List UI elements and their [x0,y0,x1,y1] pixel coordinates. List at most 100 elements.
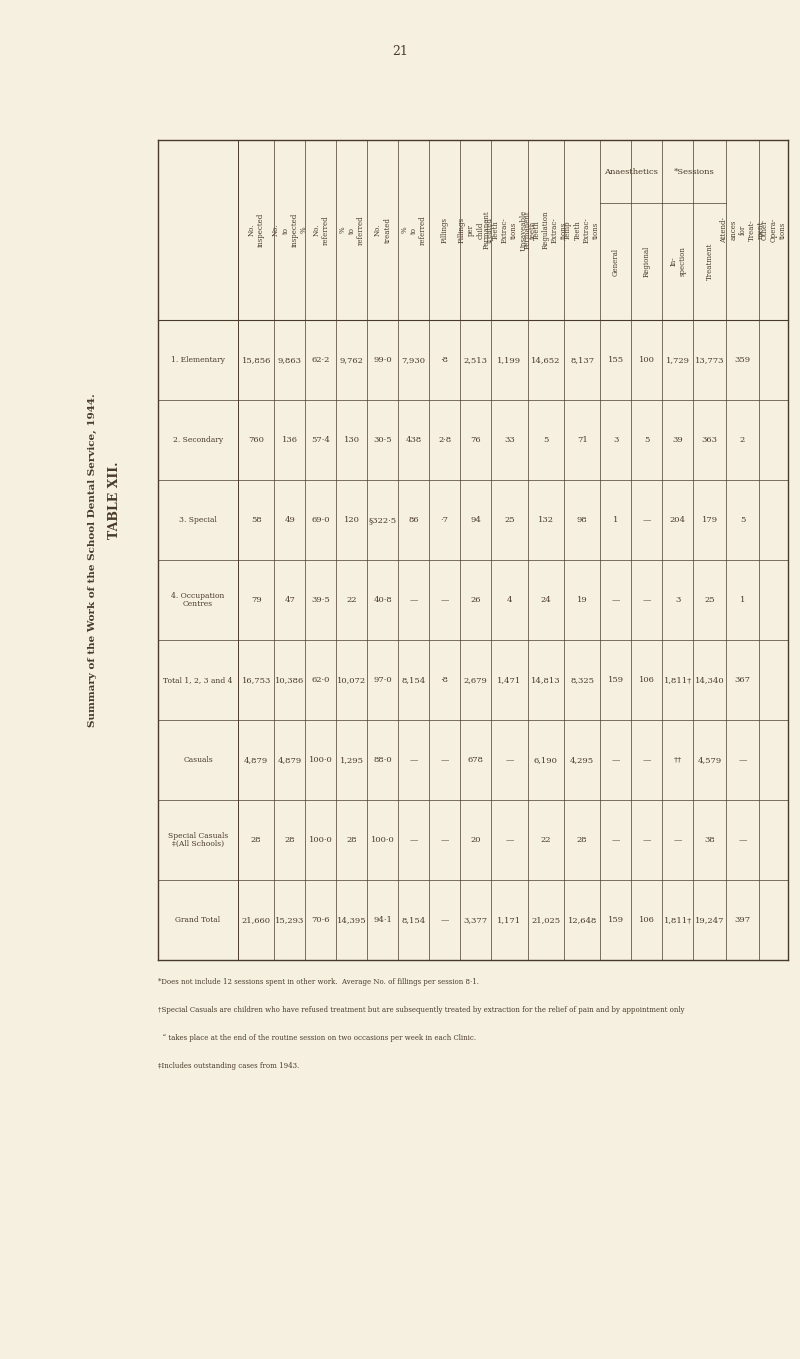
Text: 5: 5 [543,436,549,444]
Text: 100·0: 100·0 [371,836,394,844]
Text: 1,471: 1,471 [498,675,522,684]
Text: %
to
referred: % to referred [401,215,427,245]
Text: ·8: ·8 [441,675,449,684]
Text: 10,386: 10,386 [275,675,305,684]
Text: 57·4: 57·4 [311,436,330,444]
Text: 14,340: 14,340 [695,675,725,684]
Text: 33: 33 [504,436,514,444]
Text: 28: 28 [285,836,295,844]
Text: 69·0: 69·0 [312,516,330,525]
Text: 1,729: 1,729 [666,356,690,364]
Text: 4,879: 4,879 [278,756,302,764]
Text: 16,753: 16,753 [242,675,271,684]
Text: 94·1: 94·1 [374,916,392,924]
Text: 9,762: 9,762 [340,356,364,364]
Text: 4. Occupation
Centres: 4. Occupation Centres [171,591,225,609]
Text: 14,652: 14,652 [531,356,561,364]
Text: —: — [612,597,620,603]
Text: 25: 25 [504,516,514,525]
Text: 363: 363 [702,436,718,444]
Text: 159: 159 [608,916,624,924]
Text: 88·0: 88·0 [374,756,392,764]
Text: —: — [441,597,449,603]
Text: 71: 71 [577,436,587,444]
Text: 79: 79 [251,597,262,603]
Text: 106: 106 [639,916,654,924]
Text: 1,295: 1,295 [340,756,364,764]
Text: 76: 76 [470,436,481,444]
Text: 21,660: 21,660 [242,916,270,924]
Text: 99·0: 99·0 [374,356,392,364]
Text: 3: 3 [675,597,681,603]
Text: 7,930: 7,930 [402,356,426,364]
Text: —: — [642,836,651,844]
Text: 100·0: 100·0 [309,836,333,844]
Text: Anaesthetics: Anaesthetics [605,167,658,175]
Text: 1,811†: 1,811† [664,675,692,684]
Text: Attend-
ances
for
Treat-
ment: Attend- ances for Treat- ment [720,217,765,243]
Text: 4: 4 [506,597,512,603]
Text: —: — [505,836,514,844]
Text: 8,154: 8,154 [402,675,426,684]
Text: Regional: Regional [643,246,651,277]
Text: 47: 47 [285,597,295,603]
Text: —: — [410,597,418,603]
Text: 13,773: 13,773 [695,356,725,364]
Text: ·8: ·8 [441,356,449,364]
Text: 62·2: 62·2 [312,356,330,364]
Text: 3. Special: 3. Special [179,516,217,525]
Text: 4,879: 4,879 [244,756,268,764]
Text: 100: 100 [639,356,654,364]
Text: Grand Total: Grand Total [175,916,221,924]
Text: 24: 24 [541,597,551,603]
Text: 159: 159 [608,675,624,684]
Text: Permanent
Teeth
Extrac-
tions
Unsaveable
teeth: Permanent Teeth Extrac- tions Unsaveable… [482,209,536,250]
Text: 155: 155 [608,356,624,364]
Text: —: — [642,597,651,603]
Text: %
to
referred: % to referred [338,215,365,245]
Text: 760: 760 [248,436,264,444]
Text: 40·8: 40·8 [374,597,392,603]
Text: 21,025: 21,025 [531,916,560,924]
Text: 1: 1 [740,597,745,603]
Text: 30·5: 30·5 [374,436,392,444]
Text: 62·0: 62·0 [312,675,330,684]
Text: 19,247: 19,247 [695,916,725,924]
Text: Temp
Teeth
Extrac-
tions: Temp Teeth Extrac- tions [565,217,600,243]
Text: 6,190: 6,190 [534,756,558,764]
Text: Other
Opera-
tions: Other Opera- tions [760,217,786,242]
Text: General: General [612,247,620,276]
Text: 1. Elementary: 1. Elementary [171,356,225,364]
Text: 438: 438 [406,436,422,444]
Text: 21: 21 [392,45,408,58]
Text: —: — [674,836,682,844]
Text: 86: 86 [409,516,419,525]
Text: 179: 179 [702,516,718,525]
Text: 2,679: 2,679 [464,675,488,684]
Text: Treatment: Treatment [706,243,714,280]
Text: 3,377: 3,377 [464,916,488,924]
Text: 8,325: 8,325 [570,675,594,684]
Text: No.
referred: No. referred [312,215,330,245]
Text: Special Casuals
‡(All Schools): Special Casuals ‡(All Schools) [168,832,228,848]
Text: —: — [612,836,620,844]
Text: 14,395: 14,395 [337,916,366,924]
Text: 5: 5 [644,436,650,444]
Text: 15,856: 15,856 [242,356,271,364]
Text: Summary of the Work of the School Dental Service, 1944.: Summary of the Work of the School Dental… [87,393,97,727]
Text: 97·0: 97·0 [374,675,392,684]
Text: 20: 20 [470,836,481,844]
Text: 26: 26 [470,597,481,603]
Text: 678: 678 [468,756,484,764]
Text: 28: 28 [346,836,357,844]
Text: 2. Secondary: 2. Secondary [173,436,223,444]
Text: 58: 58 [251,516,262,525]
Text: Fillings: Fillings [441,217,449,243]
Text: —: — [505,756,514,764]
Text: No.
to
inspected
%: No. to inspected % [272,213,308,247]
Text: 120: 120 [344,516,360,525]
Text: 100·0: 100·0 [309,756,333,764]
Text: 98: 98 [577,516,587,525]
Text: ‡Includes outstanding cases from 1943.: ‡Includes outstanding cases from 1943. [158,1061,299,1070]
Text: 4,295: 4,295 [570,756,594,764]
